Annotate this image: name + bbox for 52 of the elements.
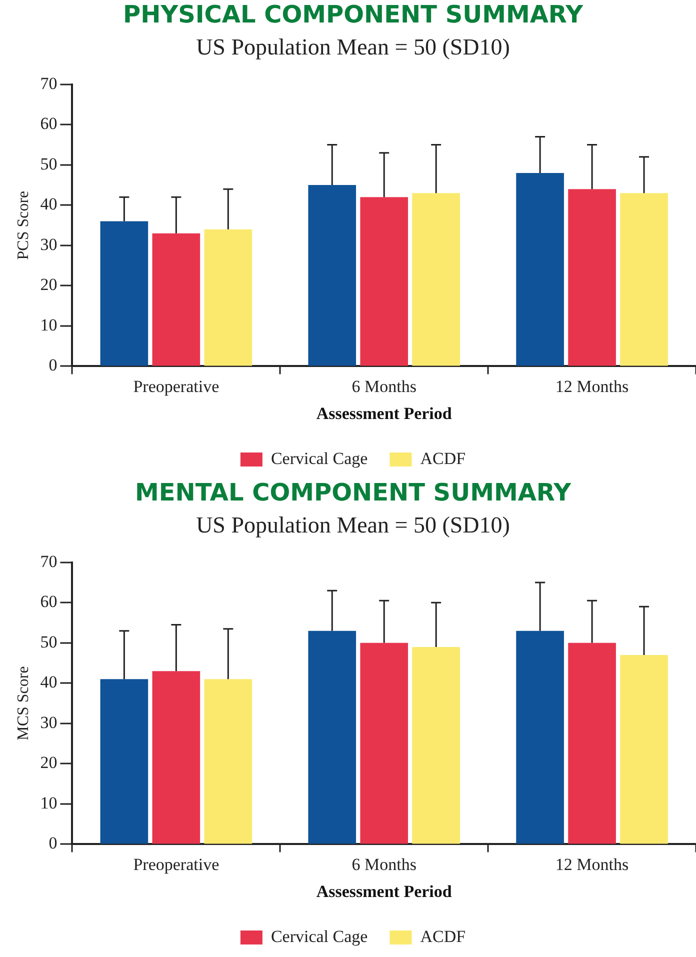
y-tick-label: 70 — [40, 74, 58, 93]
x-tick-label: 12 Months — [555, 854, 629, 874]
y-tick-label: 40 — [40, 194, 58, 214]
legend-label: ACDF — [420, 926, 466, 946]
y-tick-label: 0 — [48, 834, 58, 853]
bar — [360, 197, 408, 366]
chart-subtitle: US Population Mean = 50 (SD10) — [196, 34, 510, 60]
bar — [412, 646, 460, 844]
bar — [204, 229, 252, 366]
bar — [360, 642, 408, 844]
chart-title: MENTAL COMPONENT SUMMARY — [135, 478, 572, 507]
y-tick-label: 20 — [40, 753, 58, 772]
y-tick-label: 30 — [40, 234, 58, 254]
bar — [568, 642, 616, 844]
y-tick-label: 20 — [40, 275, 58, 294]
legend-label: Cervical Cage — [270, 448, 368, 468]
x-tick-label: Preoperative — [133, 854, 220, 874]
y-tick-label: 60 — [40, 592, 58, 612]
y-tick-label: 70 — [40, 552, 58, 571]
y-tick-label: 30 — [40, 712, 58, 732]
chart-subtitle: US Population Mean = 50 (SD10) — [196, 512, 510, 538]
bar — [100, 679, 148, 844]
bar — [308, 185, 356, 366]
x-axis-title: Assessment Period — [316, 404, 452, 424]
y-tick-label: 40 — [40, 672, 58, 692]
y-tick-label: 50 — [40, 154, 58, 174]
chart-title: PHYSICAL COMPONENT SUMMARY — [123, 0, 584, 29]
bar — [152, 671, 200, 844]
legend-label: ACDF — [420, 448, 466, 468]
y-tick-label: 10 — [40, 793, 58, 812]
x-tick-label: 6 Months — [352, 854, 416, 874]
bar — [100, 221, 148, 366]
bar — [516, 630, 564, 844]
y-tick-label: 60 — [40, 114, 58, 134]
bar — [620, 193, 668, 366]
bar — [308, 630, 356, 844]
bar — [516, 172, 564, 366]
bar — [568, 189, 616, 366]
x-tick-label: Preoperative — [133, 376, 220, 396]
x-tick-label: 12 Months — [555, 376, 629, 396]
y-axis-title: MCS Score — [14, 666, 32, 740]
bar — [620, 654, 668, 844]
y-tick-label: 10 — [40, 315, 58, 334]
y-axis-title: PCS Score — [14, 190, 32, 260]
y-tick-label: 0 — [48, 356, 58, 375]
bar — [204, 679, 252, 844]
bar — [152, 233, 200, 366]
x-axis-title: Assessment Period — [316, 882, 452, 902]
x-tick-label: 6 Months — [352, 376, 416, 396]
legend-label: Cervical Cage — [270, 926, 368, 946]
bar — [412, 193, 460, 366]
y-tick-label: 50 — [40, 632, 58, 652]
